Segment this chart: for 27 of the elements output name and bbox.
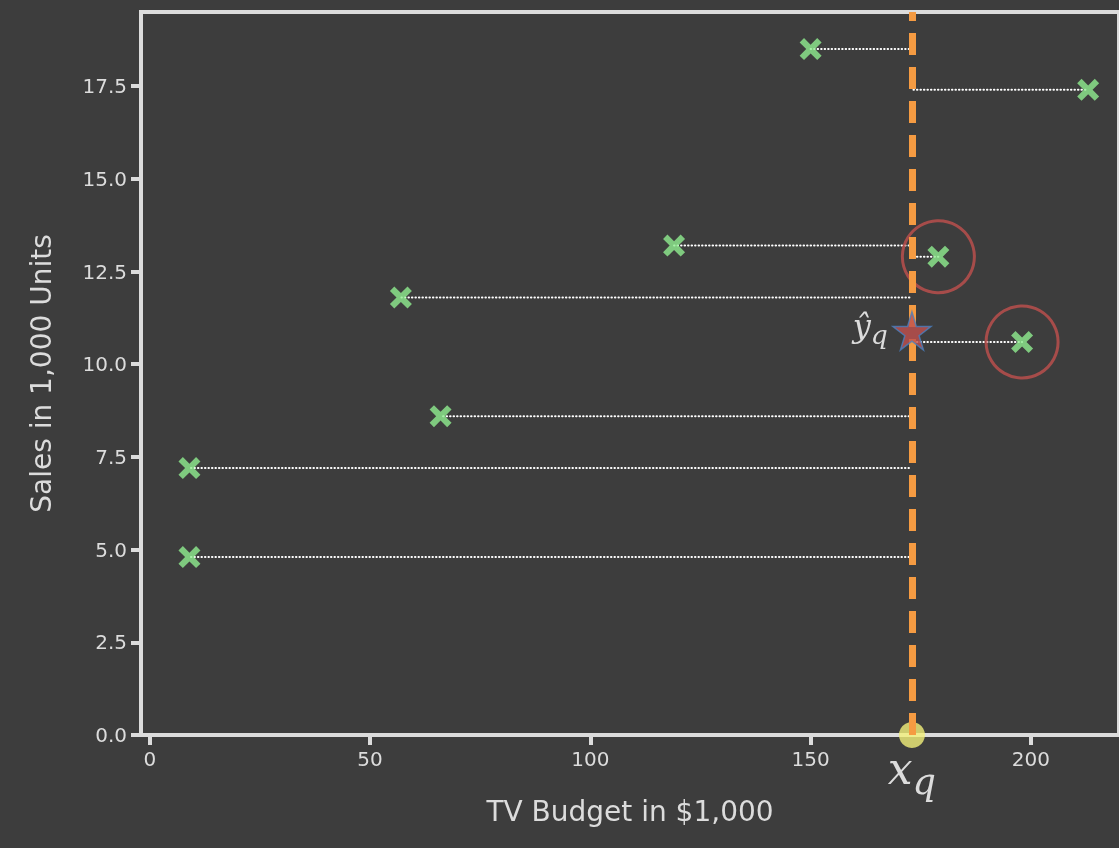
annotation: ŷ$_{q}$ <box>852 306 888 350</box>
point <box>178 457 201 480</box>
point <box>389 286 412 309</box>
y-tick-label: 5.0 <box>95 537 127 562</box>
x-tick-label: 50 <box>357 747 383 771</box>
x-tick-label: 150 <box>791 747 830 771</box>
y-axis-title: Sales in 1,000 Units <box>24 234 58 513</box>
x-tick-label: 0 <box>143 747 157 771</box>
annotation: x$_{q}$ <box>887 743 937 803</box>
y-tick-label: 10.0 <box>82 352 127 377</box>
y-tick-label: 12.5 <box>82 259 127 284</box>
point <box>429 405 452 428</box>
point <box>663 234 686 257</box>
point <box>984 304 1060 380</box>
x-axis-title: TV Budget in $1,000 <box>485 794 774 828</box>
point <box>900 219 976 295</box>
point <box>892 311 932 351</box>
y-tick-label: 17.5 <box>82 74 127 99</box>
point <box>1077 78 1100 101</box>
point <box>799 38 822 61</box>
y-tick-label: 7.5 <box>95 444 127 469</box>
y-tick-label: 2.5 <box>95 630 127 655</box>
y-tick-label: 15.0 <box>82 166 127 191</box>
x-tick-label: 200 <box>1011 747 1050 771</box>
point <box>178 546 201 569</box>
y-tick-label: 0.0 <box>95 723 127 747</box>
x-tick-label: 100 <box>571 747 610 771</box>
